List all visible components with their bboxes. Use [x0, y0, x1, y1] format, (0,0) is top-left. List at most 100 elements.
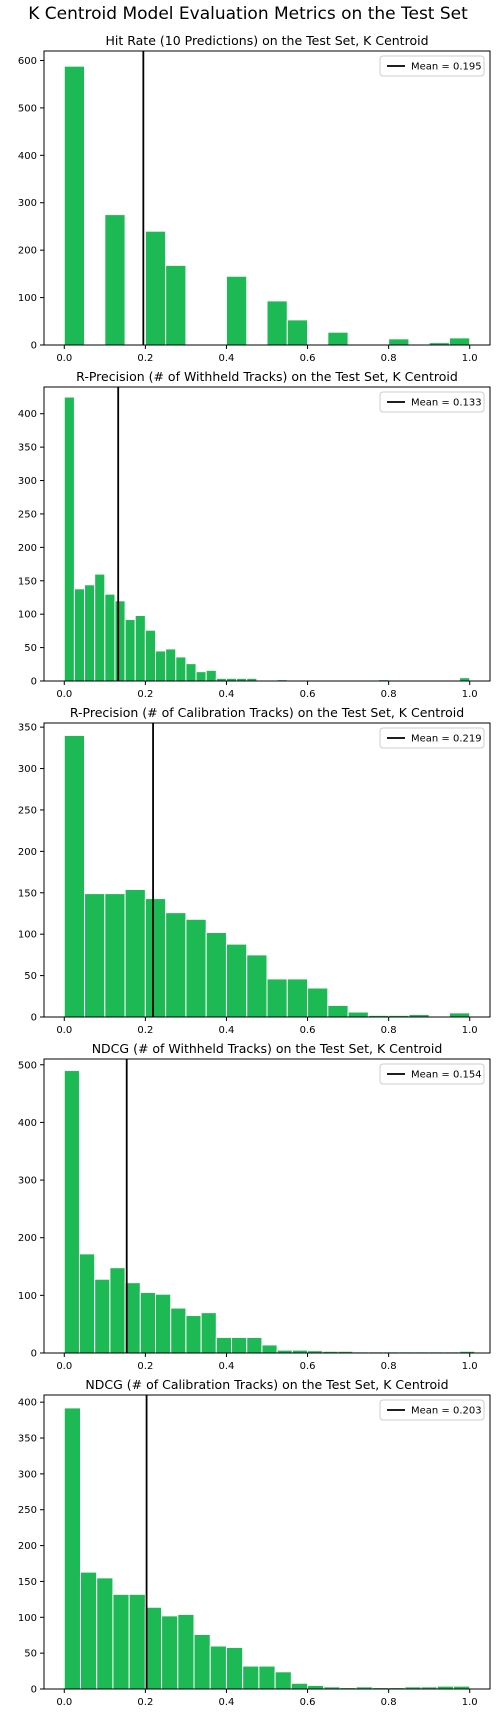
bar	[94, 573, 106, 682]
y-tick-label: 150	[18, 576, 37, 587]
y-tick-label: 600	[18, 56, 37, 67]
bar	[246, 954, 268, 1018]
x-tick-label: 0.4	[219, 1361, 235, 1372]
y-tick-label: 100	[18, 293, 37, 304]
plot-frame	[43, 50, 491, 346]
legend: Mean = 0.203	[379, 1399, 485, 1421]
plot-frame	[43, 722, 491, 1018]
y-tick-label: 500	[18, 1060, 37, 1071]
chart-title: Hit Rate (10 Predictions) on the Test Se…	[105, 33, 428, 48]
x-tick-label: 0.6	[300, 689, 316, 700]
figure-title: K Centroid Model Evaluation Metrics on t…	[28, 4, 468, 24]
bar	[290, 1682, 309, 1690]
bar	[261, 1344, 278, 1354]
bar	[155, 650, 167, 682]
legend-box	[379, 727, 485, 749]
legend: Mean = 0.219	[379, 727, 485, 749]
plot-frame	[43, 1058, 491, 1354]
bar	[266, 978, 288, 1018]
bar	[225, 275, 248, 346]
x-tick-label: 0.0	[56, 1361, 72, 1372]
bar	[104, 893, 126, 1018]
chart-2: R-Precision (# of Withheld Tracks) on th…	[18, 369, 491, 700]
bar	[124, 888, 146, 1018]
bar	[109, 1267, 126, 1354]
x-tick-label: 0.6	[300, 1025, 316, 1036]
bar	[73, 588, 86, 682]
x-tick-label: 0.8	[381, 353, 397, 364]
legend-box	[379, 1063, 485, 1085]
bar	[327, 1004, 349, 1018]
bar	[63, 1407, 81, 1690]
legend-label: Mean = 0.195	[411, 62, 482, 73]
x-tick-label: 0.4	[219, 689, 235, 700]
bar	[205, 669, 217, 682]
y-tick-label: 400	[18, 409, 37, 420]
y-tick-label: 100	[18, 1613, 37, 1624]
bar	[225, 1646, 244, 1690]
bar	[63, 1070, 80, 1354]
bar	[165, 264, 187, 346]
y-tick-label: 300	[18, 764, 37, 775]
bar	[193, 1634, 211, 1690]
y-tick-label: 300	[18, 198, 37, 209]
bar	[242, 1665, 260, 1690]
plot-frame	[43, 1394, 491, 1690]
y-tick-label: 100	[18, 610, 37, 621]
bar	[94, 1278, 111, 1354]
legend-box	[379, 55, 485, 77]
x-tick-label: 0.6	[300, 353, 316, 364]
bar	[195, 671, 207, 682]
x-tick-label: 0.4	[219, 1025, 235, 1036]
bar	[114, 600, 126, 682]
bar	[286, 319, 309, 346]
y-tick-label: 300	[18, 1176, 37, 1187]
x-tick-label: 1.0	[462, 1697, 478, 1708]
x-tick-label: 1.0	[462, 1361, 478, 1372]
bars	[63, 734, 471, 1018]
bar	[274, 1671, 292, 1690]
bar	[104, 214, 126, 346]
y-tick-label: 400	[18, 151, 37, 162]
bar	[124, 619, 136, 682]
y-tick-label: 250	[18, 1505, 37, 1516]
bar	[175, 656, 187, 682]
legend-box	[379, 1399, 485, 1421]
x-tick-label: 0.8	[381, 1697, 397, 1708]
x-tick-label: 0.0	[56, 353, 72, 364]
bar	[215, 1336, 233, 1354]
x-tick-label: 0.2	[137, 1025, 153, 1036]
bar	[78, 1253, 96, 1354]
bar	[327, 331, 349, 346]
x-tick-label: 0.2	[137, 689, 153, 700]
y-tick-label: 0	[31, 1685, 37, 1696]
bar	[266, 300, 288, 346]
bar	[79, 1571, 98, 1690]
bar	[144, 1606, 163, 1690]
x-tick-label: 0.4	[219, 1697, 235, 1708]
x-tick-label: 0.4	[219, 353, 235, 364]
legend-label: Mean = 0.154	[411, 1070, 482, 1081]
chart-title: R-Precision (# of Calibration Tracks) on…	[70, 705, 464, 720]
bar	[205, 932, 227, 1018]
y-tick-label: 100	[18, 930, 37, 941]
bar	[63, 65, 86, 346]
chart-5: NDCG (# of Calibration Tracks) on the Te…	[18, 1377, 491, 1708]
y-tick-label: 300	[18, 476, 37, 487]
legend-label: Mean = 0.133	[411, 398, 482, 409]
bar	[84, 893, 106, 1018]
y-tick-label: 50	[24, 643, 37, 654]
bar	[448, 1012, 471, 1018]
bar	[165, 912, 187, 1018]
y-tick-label: 400	[18, 1398, 37, 1409]
bar	[347, 1011, 369, 1018]
y-tick-label: 350	[18, 723, 37, 734]
legend: Mean = 0.154	[379, 1063, 485, 1085]
y-tick-label: 50	[24, 971, 37, 982]
chart-title: NDCG (# of Calibration Tracks) on the Te…	[85, 1377, 448, 1392]
y-tick-label: 150	[18, 888, 37, 899]
bar	[63, 396, 75, 682]
x-tick-label: 1.0	[462, 689, 478, 700]
x-tick-label: 0.6	[300, 1361, 316, 1372]
